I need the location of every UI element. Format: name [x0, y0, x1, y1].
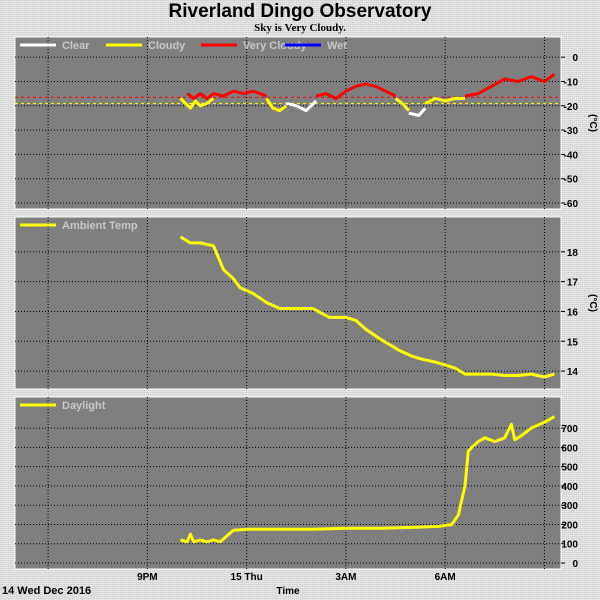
series-line — [265, 97, 288, 113]
series-line — [179, 97, 215, 110]
y-tick-label: 300 — [561, 501, 578, 512]
series-line — [179, 235, 555, 379]
y-tick-label: -60 — [564, 199, 579, 210]
y-tick-label: 15 — [567, 337, 579, 348]
x-tick-label: 15 Thu — [231, 572, 263, 583]
panel-background — [14, 36, 562, 210]
y-tick-label: 0 — [572, 559, 578, 570]
y-axis-unit-label: (°C) — [587, 294, 598, 312]
series-line — [408, 107, 427, 117]
y-tick-label: 18 — [567, 248, 579, 259]
legend-label: Cloudy — [148, 40, 186, 52]
y-tick-label: 500 — [561, 463, 578, 474]
series-line — [424, 97, 465, 105]
series-line — [315, 82, 397, 100]
series-line — [186, 89, 268, 100]
series-line — [285, 99, 318, 113]
x-axis-label: Time — [276, 586, 300, 597]
y-tick-label: -10 — [564, 77, 579, 88]
legend-label: Wet — [327, 40, 347, 52]
y-tick-label: -50 — [564, 175, 579, 186]
series-line — [180, 415, 556, 544]
y-axis-unit-label: (°C) — [587, 114, 598, 132]
legend-label: Daylight — [62, 400, 106, 412]
panel-background — [14, 216, 562, 390]
y-tick-label: 100 — [561, 540, 578, 551]
y-tick-label: 16 — [567, 307, 579, 318]
y-tick-label: 17 — [567, 278, 579, 289]
x-tick-label: 9PM — [137, 572, 158, 583]
panel-background — [14, 396, 562, 570]
legend-label: Ambient Temp — [62, 220, 138, 232]
y-tick-label: 400 — [561, 482, 578, 493]
chart-title: Riverland Dingo Observatory — [168, 1, 432, 22]
x-tick-label: 3AM — [335, 572, 356, 583]
y-tick-label: -20 — [564, 102, 579, 113]
x-tick-label: 6AM — [435, 572, 456, 583]
y-tick-label: -40 — [564, 150, 579, 161]
y-tick-label: 700 — [561, 424, 578, 435]
legend-label: Clear — [62, 40, 90, 52]
y-tick-label: 14 — [567, 367, 579, 378]
y-tick-label: 200 — [561, 520, 578, 531]
series-line — [464, 72, 556, 98]
y-tick-label: 0 — [572, 53, 578, 64]
chart-subtitle: Sky is Very Cloudy. — [254, 22, 346, 34]
y-tick-label: 600 — [561, 443, 578, 454]
x-axis-date-label: 14 Wed Dec 2016 — [2, 585, 92, 597]
y-tick-label: -30 — [564, 126, 579, 137]
series-line — [394, 97, 410, 112]
legend-label: Very Cloudy — [243, 40, 307, 52]
